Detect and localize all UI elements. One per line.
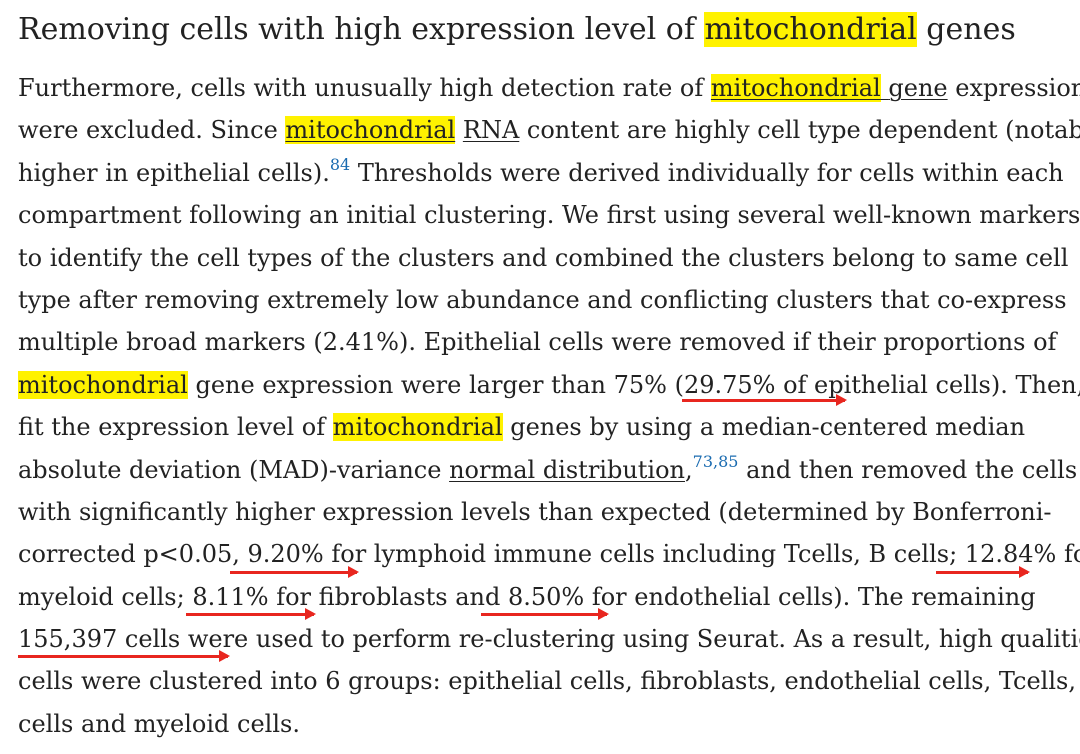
heading-highlight-mitochondrial: mitochondrial bbox=[704, 12, 917, 47]
highlight-mitochondrial: mitochondrial bbox=[285, 116, 456, 145]
link-normal-distribution[interactable]: normal distribution bbox=[449, 455, 686, 484]
paragraph-line-13: myeloid cells; 8.11% for fibroblasts and… bbox=[18, 582, 1036, 611]
line-1-tail: expression bbox=[947, 74, 1080, 102]
paragraph-line-6: type after removing extremely low abunda… bbox=[18, 285, 1067, 314]
red-arrow-annotation-fibroblast-percent bbox=[186, 608, 316, 620]
paragraph-line-4: compartment following an initial cluster… bbox=[18, 201, 1080, 230]
line-8-text: gene expression were larger than 75% (29… bbox=[187, 370, 1080, 399]
paragraph-line-3: higher in epithelial cells).84 Threshold… bbox=[18, 152, 1080, 194]
red-arrow-annotation-epithelial-percent bbox=[682, 394, 847, 406]
red-arrow-annotation-lymphoid-percent bbox=[230, 566, 359, 578]
paragraph-line-10: absolute deviation (MAD)-variance normal… bbox=[18, 449, 1080, 491]
line-1-text: Furthermore, cells with unusually high d… bbox=[18, 74, 711, 102]
highlight-mitochondrial: mitochondrial bbox=[332, 413, 503, 442]
body-paragraph: Furthermore, cells with unusually high d… bbox=[18, 67, 1080, 745]
highlight-mitochondrial: mitochondrial bbox=[710, 74, 881, 102]
red-arrow-annotation-endothelial-percent bbox=[481, 608, 609, 620]
heading-text-post: genes bbox=[916, 12, 1016, 47]
link-gene[interactable]: gene bbox=[888, 74, 948, 102]
paragraph-line-9: fit the expression level of mitochondria… bbox=[18, 406, 1080, 448]
line-2-tail: content are highly cell type dependent (… bbox=[519, 116, 1080, 145]
reference-link-84[interactable]: 84 bbox=[329, 154, 351, 174]
paragraph-line-12: corrected p<0.05, 9.20% for lymphoid imm… bbox=[18, 540, 1080, 569]
paragraph-line-14: 155,397 cells were used to perform re-cl… bbox=[18, 625, 1080, 654]
line-9-text: fit the expression level of bbox=[18, 413, 333, 442]
line-3-text: higher in epithelial cells). bbox=[18, 158, 330, 187]
heading-text-pre: Removing cells with high expression leve… bbox=[18, 12, 705, 47]
paragraph-line-7: multiple broad markers (2.41%). Epitheli… bbox=[18, 328, 1057, 357]
link-rna[interactable]: RNA bbox=[462, 116, 520, 145]
line-10-tail: and then removed the cells bbox=[738, 455, 1078, 484]
paragraph-line-5: to identify the cell types of the cluste… bbox=[18, 243, 1069, 272]
paragraph-line-1: Furthermore, cells with unusually high d… bbox=[18, 67, 1080, 109]
line-2-text: were excluded. Since bbox=[18, 116, 286, 145]
line-2-space bbox=[455, 116, 463, 144]
line-10-text: absolute deviation (MAD)-variance bbox=[18, 455, 450, 484]
section-heading: Removing cells with high expression leve… bbox=[18, 8, 1016, 52]
red-arrow-annotation-remaining-cells bbox=[18, 650, 230, 662]
paragraph-line-16: cells and myeloid cells. bbox=[18, 709, 300, 738]
paragraph-line-2: were excluded. Since mitochondrial RNA c… bbox=[18, 109, 1080, 151]
paragraph-line-8: mitochondrial gene expression were large… bbox=[18, 364, 1080, 406]
line-9-tail: genes by using a median-centered median bbox=[502, 413, 1026, 442]
reference-link-73-85[interactable]: 73,85 bbox=[692, 451, 739, 471]
paragraph-line-11: with significantly higher expression lev… bbox=[18, 497, 1052, 526]
line-3-tail: Thresholds were derived individually for… bbox=[350, 158, 1064, 187]
highlight-mitochondrial: mitochondrial bbox=[18, 370, 188, 399]
paragraph-line-15: cells were clustered into 6 groups: epit… bbox=[18, 667, 1080, 696]
red-arrow-annotation-myeloid-percent bbox=[936, 566, 1030, 578]
line-10-comma: , bbox=[685, 455, 693, 484]
